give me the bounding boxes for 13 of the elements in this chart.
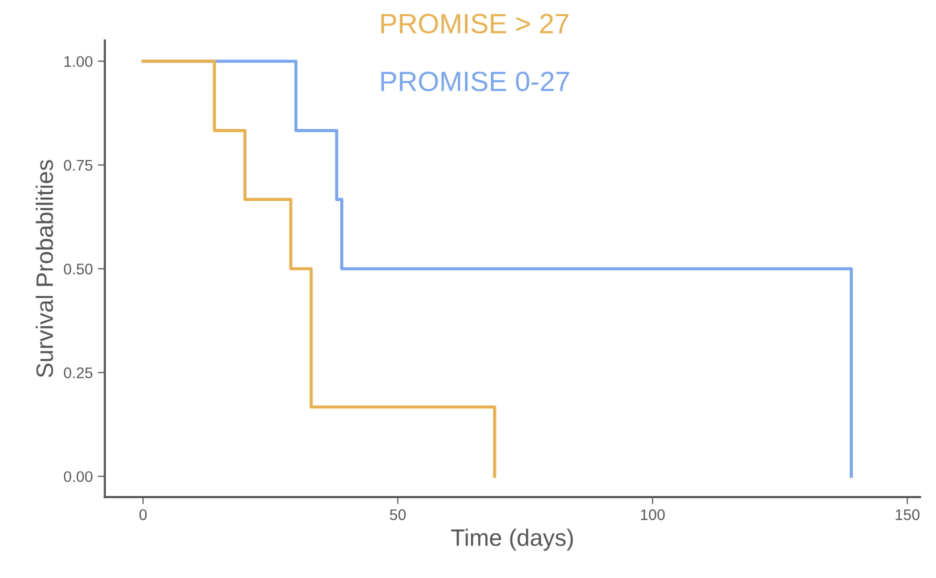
text: PROMISE > 27 bbox=[381, 14, 568, 34]
x-tick-label: 150 bbox=[896, 509, 920, 520]
y-tick-label: 1.00 bbox=[64, 56, 92, 67]
x-tick-label: 50 bbox=[390, 509, 406, 520]
x-axis-title: Time (days) bbox=[451, 528, 573, 551]
y-tick-label: 0.75 bbox=[64, 160, 92, 171]
y-tick-label: 0.50 bbox=[64, 264, 92, 274]
x-tick-label: 0 bbox=[139, 509, 147, 520]
text: PROMISE 0-27 bbox=[381, 72, 570, 92]
y-tick-label: 0.25 bbox=[64, 367, 92, 378]
y-axis-title: Survival Probabilities bbox=[36, 160, 54, 378]
x-tick-label: 100 bbox=[641, 509, 665, 520]
y-tick-label: 0.00 bbox=[64, 471, 92, 482]
